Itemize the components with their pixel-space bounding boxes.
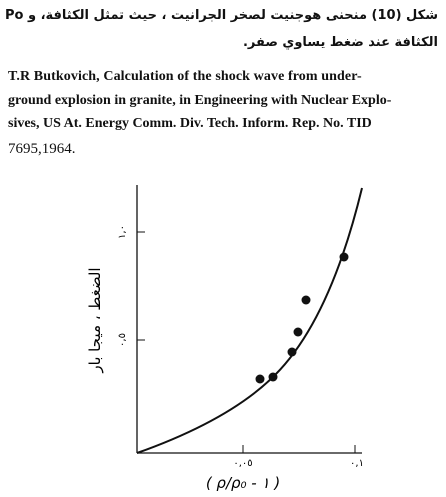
y-tick-label: ١,٠ bbox=[117, 225, 128, 239]
reference-line: 7695,1964. bbox=[8, 141, 76, 157]
caption-line: شكل (10) منحنى هوجنيت لصخر الجرانيت ، حي… bbox=[4, 8, 438, 23]
points bbox=[255, 252, 349, 384]
x-tick-label: ٠,٠٥ bbox=[233, 458, 252, 469]
x-axis-label: ( ρ/ρ₀ - ١ ) bbox=[206, 474, 280, 492]
caption-line: الكثافة عند ضغط يساوي صفر. bbox=[242, 35, 438, 50]
y-tick-label: ٠,٥ bbox=[117, 333, 128, 347]
reference-line: sives, US At. Energy Comm. Div. Tech. In… bbox=[8, 116, 372, 131]
data-point bbox=[293, 327, 303, 337]
reference-line: ground explosion in granite, in Engineer… bbox=[8, 93, 392, 108]
data-point bbox=[255, 374, 265, 384]
x-tick-label: ٠,١ bbox=[350, 458, 364, 469]
y-axis-label: الضغط ، ميجا بار bbox=[86, 267, 104, 373]
reference-line: T.R Butkovich, Calculation of the shock … bbox=[8, 69, 362, 84]
data-point bbox=[339, 252, 349, 262]
data-point bbox=[287, 347, 297, 357]
data-point bbox=[268, 372, 278, 382]
data-point bbox=[301, 295, 311, 305]
curve bbox=[136, 187, 363, 454]
